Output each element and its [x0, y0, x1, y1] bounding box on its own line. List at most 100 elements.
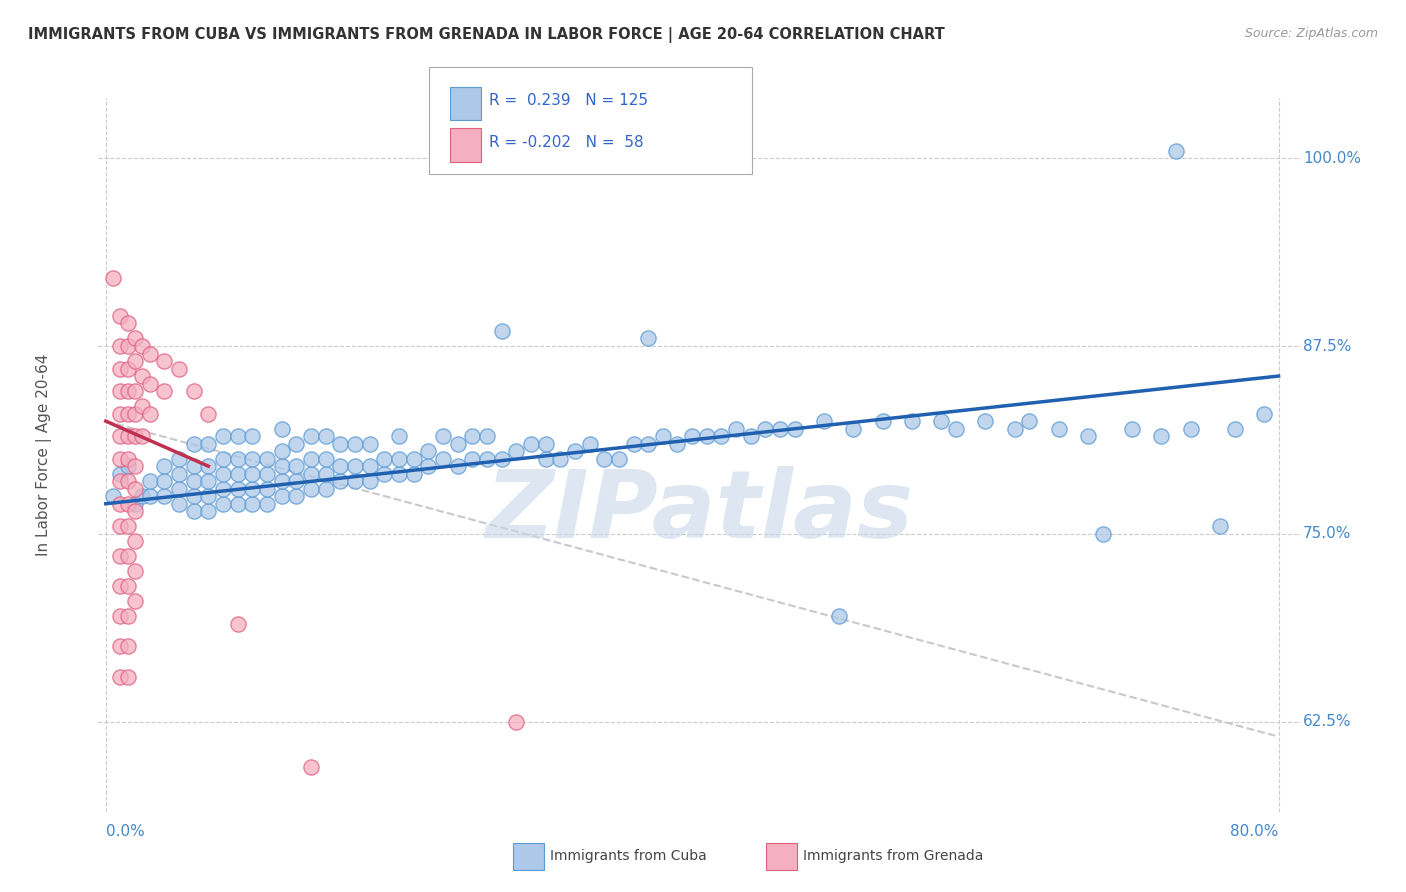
- Point: [124, 482, 146, 496]
- Point: [299, 467, 322, 481]
- Point: [1047, 422, 1070, 436]
- Point: [117, 640, 139, 654]
- Point: [226, 616, 249, 631]
- Point: [153, 489, 176, 503]
- Point: [315, 467, 337, 481]
- Point: [117, 451, 139, 466]
- Point: [842, 422, 865, 436]
- Point: [212, 451, 235, 466]
- Point: [124, 384, 146, 398]
- Point: [1004, 422, 1026, 436]
- Point: [138, 346, 160, 360]
- Point: [110, 339, 132, 353]
- Point: [270, 489, 292, 503]
- Point: [124, 534, 146, 549]
- Point: [564, 444, 586, 458]
- Text: Immigrants from Grenada: Immigrants from Grenada: [803, 849, 983, 863]
- Point: [110, 549, 132, 564]
- Text: IMMIGRANTS FROM CUBA VS IMMIGRANTS FROM GRENADA IN LABOR FORCE | AGE 20-64 CORRE: IMMIGRANTS FROM CUBA VS IMMIGRANTS FROM …: [28, 27, 945, 43]
- Point: [167, 451, 190, 466]
- Point: [299, 482, 322, 496]
- Point: [226, 451, 249, 466]
- Point: [131, 369, 153, 384]
- Point: [153, 384, 176, 398]
- Text: 0.0%: 0.0%: [105, 823, 145, 838]
- Point: [418, 459, 440, 474]
- Point: [226, 467, 249, 481]
- Point: [783, 422, 806, 436]
- Text: Immigrants from Cuba: Immigrants from Cuba: [550, 849, 706, 863]
- Point: [710, 429, 733, 443]
- Point: [432, 451, 454, 466]
- Point: [623, 436, 645, 450]
- Point: [872, 414, 894, 428]
- Point: [931, 414, 953, 428]
- Point: [117, 609, 139, 624]
- Point: [197, 459, 219, 474]
- Point: [256, 467, 278, 481]
- Point: [117, 474, 139, 488]
- Point: [110, 579, 132, 593]
- Point: [681, 429, 703, 443]
- Point: [197, 474, 219, 488]
- Point: [240, 497, 263, 511]
- Point: [117, 459, 139, 474]
- Point: [491, 451, 513, 466]
- Point: [197, 407, 219, 421]
- Point: [183, 474, 205, 488]
- Point: [505, 444, 527, 458]
- Point: [270, 422, 292, 436]
- Point: [359, 474, 381, 488]
- Point: [461, 451, 484, 466]
- Point: [1223, 422, 1246, 436]
- Point: [828, 609, 851, 624]
- Point: [461, 429, 484, 443]
- Point: [270, 459, 292, 474]
- Point: [197, 504, 219, 518]
- Point: [1164, 144, 1187, 158]
- Point: [1180, 422, 1202, 436]
- Point: [117, 407, 139, 421]
- Point: [124, 594, 146, 608]
- Point: [285, 474, 308, 488]
- Point: [197, 436, 219, 450]
- Point: [138, 407, 160, 421]
- Text: Source: ZipAtlas.com: Source: ZipAtlas.com: [1244, 27, 1378, 40]
- Point: [270, 474, 292, 488]
- Point: [285, 459, 308, 474]
- Point: [1209, 519, 1232, 533]
- Point: [197, 489, 219, 503]
- Point: [212, 429, 235, 443]
- Point: [256, 497, 278, 511]
- Point: [110, 669, 132, 683]
- Point: [124, 354, 146, 368]
- Text: R = -0.202   N =  58: R = -0.202 N = 58: [489, 136, 644, 150]
- Point: [418, 444, 440, 458]
- Point: [117, 317, 139, 331]
- Point: [388, 429, 411, 443]
- Point: [153, 354, 176, 368]
- Point: [167, 361, 190, 376]
- Point: [359, 459, 381, 474]
- Point: [110, 497, 132, 511]
- Point: [124, 504, 146, 518]
- Point: [299, 429, 322, 443]
- Point: [637, 436, 659, 450]
- Point: [256, 451, 278, 466]
- Point: [124, 565, 146, 579]
- Text: 80.0%: 80.0%: [1230, 823, 1278, 838]
- Point: [110, 429, 132, 443]
- Point: [343, 474, 366, 488]
- Point: [754, 422, 776, 436]
- Point: [329, 459, 352, 474]
- Point: [285, 436, 308, 450]
- Point: [117, 361, 139, 376]
- Point: [240, 429, 263, 443]
- Point: [402, 451, 425, 466]
- Point: [226, 482, 249, 496]
- Point: [167, 482, 190, 496]
- Point: [373, 451, 395, 466]
- Point: [167, 467, 190, 481]
- Point: [240, 451, 263, 466]
- Point: [607, 451, 630, 466]
